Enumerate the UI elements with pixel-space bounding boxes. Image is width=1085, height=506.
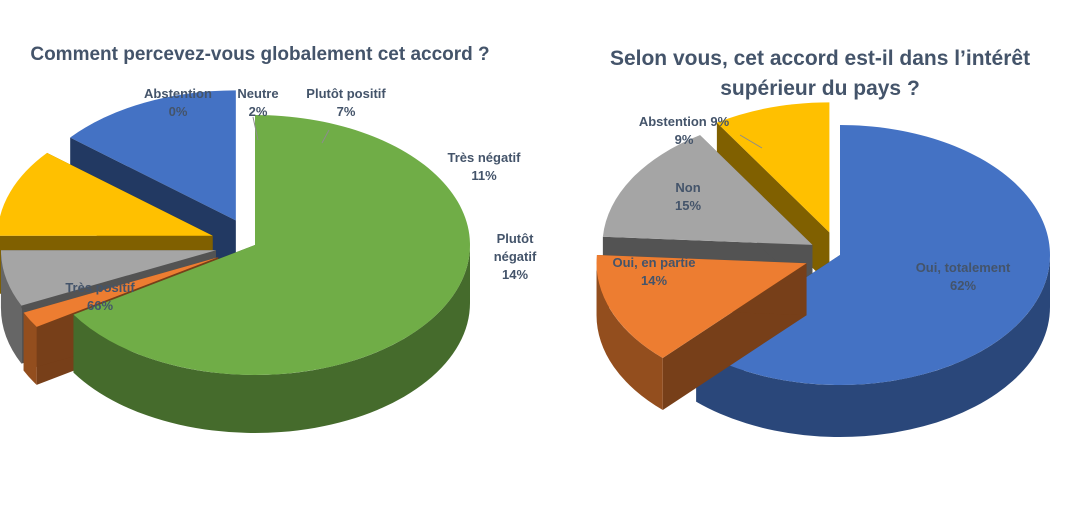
pie-slice-tres-positif	[73, 115, 471, 434]
data-label-tres-positif: Très positif 66%	[65, 280, 135, 313]
data-label-plutot-negatif: Plutôt négatif 14%	[494, 231, 537, 282]
data-label-oui-en-partie: Oui, en partie 14%	[612, 255, 695, 288]
data-label-non: Non 15%	[675, 180, 701, 213]
data-label-oui-totalement: Oui, totalement 62%	[916, 260, 1011, 293]
leader-line	[252, 116, 259, 141]
data-label-plutot-positif: Plutôt positif 7%	[306, 86, 386, 119]
chart-title-left: Comment percevez-vous globalement cet ac…	[30, 44, 490, 65]
data-label-abstention-9: Abstention 9% 9%	[639, 114, 730, 147]
chart-title-right: Selon vous, cet accord est-il dans l’int…	[609, 47, 1031, 100]
data-label-abstention: Abstention 0%	[144, 86, 212, 119]
leader-line	[321, 129, 330, 144]
data-label-neutre: Neutre 2%	[237, 86, 278, 119]
pie-slice-oui-en-partie	[596, 255, 807, 410]
leader-line	[739, 134, 763, 149]
data-label-tres-negatif: Très négatif 11%	[448, 150, 522, 183]
